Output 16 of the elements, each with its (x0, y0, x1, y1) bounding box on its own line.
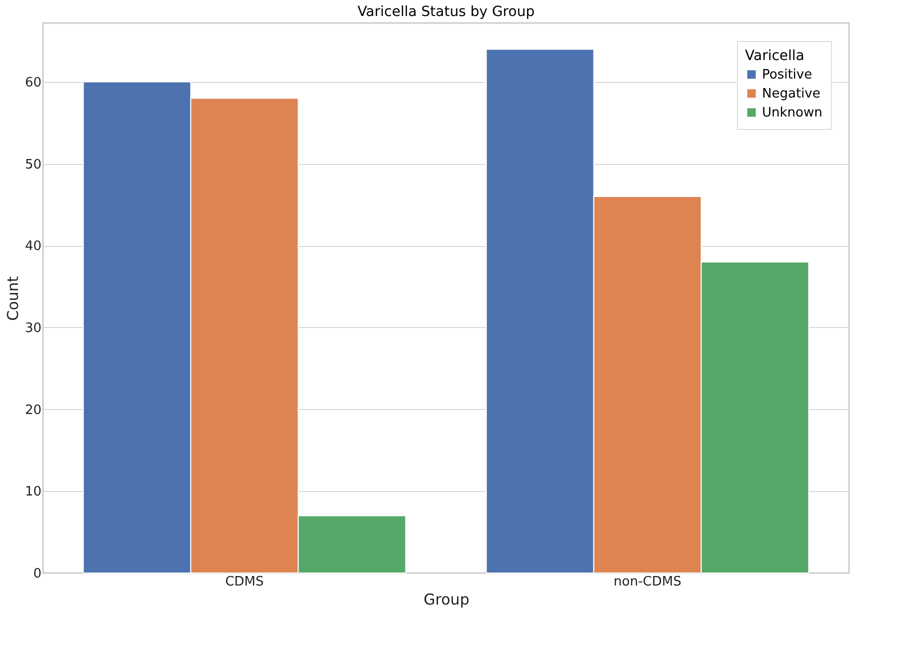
y-axis-title: Count (4, 276, 22, 321)
legend-title: Varicella (745, 48, 804, 64)
chart-title: Varicella Status by Group (357, 4, 535, 20)
y-tick-label: 0 (33, 566, 42, 582)
y-tick-label: 20 (24, 402, 42, 418)
x-axis-title: Group (424, 590, 470, 608)
y-tick-label: 60 (24, 75, 42, 90)
y-tick-label: 30 (24, 320, 42, 336)
legend-label: Negative (762, 86, 820, 102)
x-tick-label: non-CDMS (614, 574, 682, 590)
y-tick-label: 10 (24, 484, 42, 500)
legend-label: Unknown (762, 106, 822, 120)
legend-label: Positive (762, 68, 812, 82)
y-tick-label: 40 (24, 239, 42, 254)
x-tick-label: CDMS (225, 574, 264, 590)
y-tick-label: 50 (24, 157, 42, 172)
